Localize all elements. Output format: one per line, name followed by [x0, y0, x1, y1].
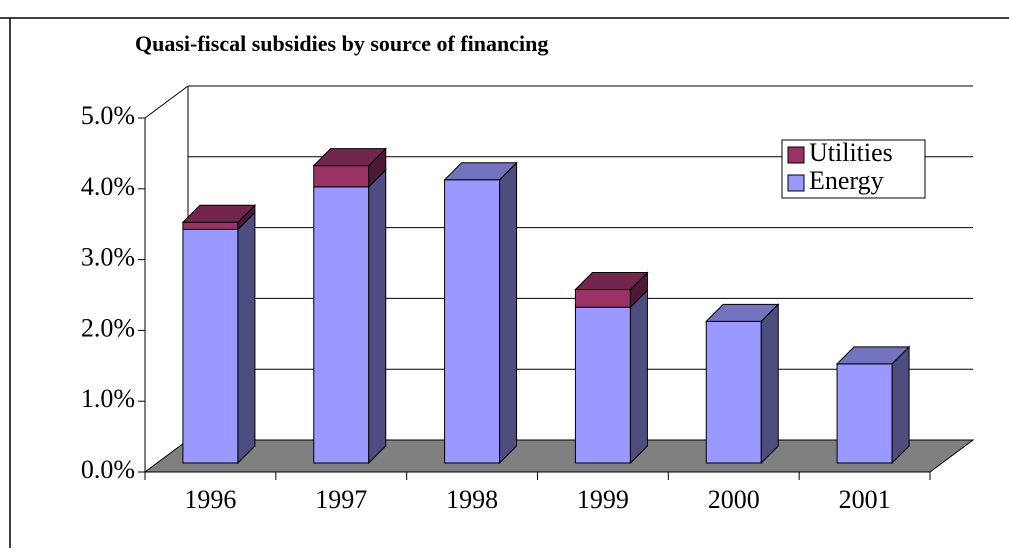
- bar: [574, 289, 631, 308]
- bar-side: [629, 289, 648, 465]
- bar-side: [499, 161, 518, 465]
- bar-side: [760, 304, 779, 322]
- bar-side: [499, 162, 517, 181]
- x-tick-label: 2001: [839, 485, 891, 514]
- x-tick-label: 1998: [446, 485, 498, 514]
- legend-swatch: [787, 146, 805, 164]
- y-tick-label: 4.0%: [81, 172, 135, 201]
- side-wall-top: [144, 85, 189, 119]
- bar-side: [237, 211, 256, 465]
- legend-box: [781, 139, 926, 199]
- bar: [313, 165, 370, 188]
- bar-top: [181, 204, 257, 223]
- bar: [574, 306, 631, 464]
- legend-label: Energy: [809, 166, 884, 195]
- legend-swatch: [787, 174, 805, 192]
- y-tick-label: 1.0%: [81, 384, 135, 413]
- y-tick-label: 3.0%: [81, 243, 135, 272]
- bar-top: [312, 148, 387, 167]
- bar-side: [760, 303, 779, 465]
- chart-title: Quasi-fiscal subsidies by source of fina…: [135, 31, 548, 56]
- bar-side: [891, 346, 910, 365]
- y-tick-label: 0.0%: [81, 455, 135, 484]
- x-tick-label: 1999: [577, 485, 629, 514]
- x-tick-label: 1996: [184, 485, 236, 514]
- bar: [182, 228, 239, 464]
- bar: [836, 363, 893, 464]
- bar: [444, 179, 501, 464]
- bar-side: [891, 345, 910, 465]
- legend-label: Utilities: [809, 138, 893, 167]
- y-tick-label: 5.0%: [81, 101, 135, 130]
- y-tick-label: 2.0%: [81, 313, 135, 342]
- bar: [182, 221, 239, 230]
- bar-top: [574, 272, 649, 291]
- bar: [313, 186, 370, 464]
- x-tick-label: 1997: [315, 485, 367, 514]
- bar: [705, 320, 762, 464]
- bar-side: [368, 168, 387, 465]
- x-tick-label: 2000: [708, 485, 760, 514]
